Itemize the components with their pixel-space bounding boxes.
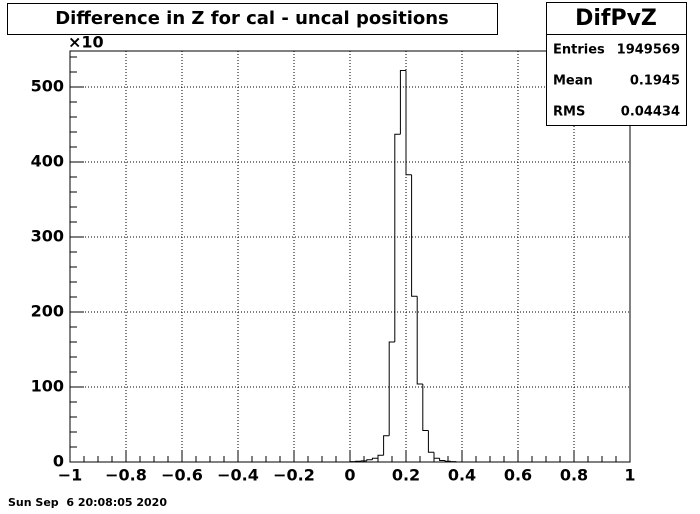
histogram-bin xyxy=(383,435,390,456)
x-tick-label: 0.2 xyxy=(392,466,420,485)
histogram-bin xyxy=(405,70,412,176)
y-tick-label: 300 xyxy=(31,227,64,246)
stats-value: 0.04434 xyxy=(621,105,680,120)
histogram-bin xyxy=(388,341,395,436)
stats-box xyxy=(546,2,687,126)
x-tick-label: 0.8 xyxy=(560,466,588,485)
histogram-bin xyxy=(377,454,384,459)
stats-label: Mean xyxy=(553,74,593,89)
x-tick-label: −0.8 xyxy=(105,466,147,485)
stats-label: RMS xyxy=(553,105,585,120)
histogram-bin xyxy=(411,174,418,297)
y-tick-label: 100 xyxy=(31,377,64,396)
y-tick-label: 0 xyxy=(53,452,64,471)
y-multiplier: ×10 xyxy=(68,33,104,52)
y-tick-label: 500 xyxy=(31,77,64,96)
x-tick-label: 1 xyxy=(624,466,635,485)
histogram-bin xyxy=(399,70,406,135)
x-tick-label: 0 xyxy=(344,466,355,485)
histogram-bin xyxy=(366,459,373,461)
stats-name: DifPvZ xyxy=(575,6,657,31)
plot-frame xyxy=(69,50,631,463)
chart-title: Difference in Z for cal - uncal position… xyxy=(55,8,449,29)
histogram-bin xyxy=(433,452,440,459)
stats-value: 0.1945 xyxy=(630,74,680,89)
title-box xyxy=(7,3,498,35)
histogram-bin xyxy=(371,457,378,460)
histogram-bin xyxy=(444,460,451,462)
histogram-bin xyxy=(439,458,446,461)
histogram-bin xyxy=(422,384,429,431)
histogram-bin xyxy=(416,296,423,385)
stats-label: Entries xyxy=(553,43,605,58)
x-tick-label: 0.6 xyxy=(504,466,532,485)
stats-value: 1949569 xyxy=(617,43,680,58)
histogram-bin xyxy=(427,430,434,453)
y-tick-label: 400 xyxy=(31,152,64,171)
footer-date: Sun Sep 6 20:08:05 2020 xyxy=(8,496,167,509)
x-tick-label: −0.4 xyxy=(217,466,259,485)
x-tick-label: −1 xyxy=(58,466,83,485)
y-tick-label: 200 xyxy=(31,302,64,321)
histogram-bin xyxy=(394,133,401,342)
x-tick-label: 0.4 xyxy=(448,466,476,485)
x-tick-label: −0.2 xyxy=(273,466,315,485)
x-tick-label: −0.6 xyxy=(161,466,203,485)
